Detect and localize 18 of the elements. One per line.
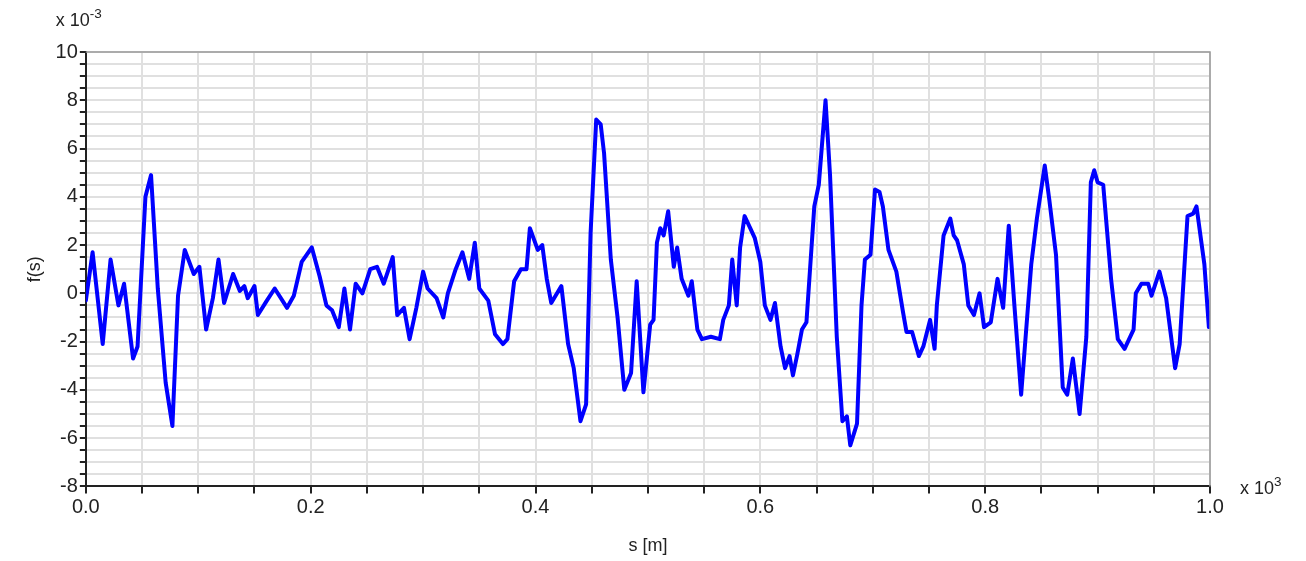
x-tick-label: 0.8 (971, 494, 1000, 517)
y-tick-label: 2 (66, 232, 78, 255)
y-tick-label: 6 (66, 136, 78, 159)
x-tick-label: 0.0 (71, 494, 100, 517)
y-axis-title: f(s) (23, 256, 44, 283)
x-tick-label: 0.4 (521, 494, 550, 517)
x-tick-label: 0.6 (746, 494, 775, 517)
y-tick-label: 10 (55, 39, 78, 62)
y-tick-label: -6 (60, 425, 78, 448)
y-tick-label: -8 (60, 473, 78, 496)
y-tick-label: -4 (60, 377, 78, 400)
y-tick-label: 8 (66, 87, 78, 110)
x-tick-label: 0.2 (296, 494, 325, 517)
x-axis-title: s [m] (628, 535, 668, 556)
y-tick-label: 4 (66, 184, 78, 207)
y-tick-label: -2 (60, 329, 78, 352)
y-tick-label: 0 (66, 280, 78, 303)
x-tick-label: 1.0 (1196, 494, 1224, 517)
